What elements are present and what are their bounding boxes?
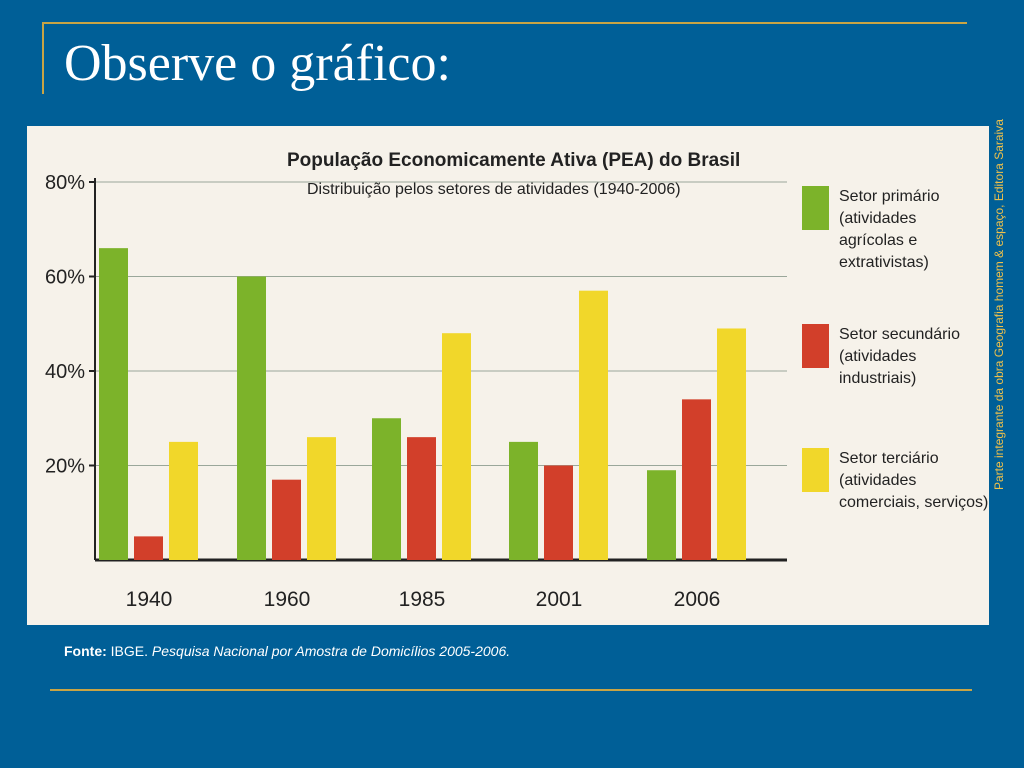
bar-setor-prim-rio-1985 xyxy=(372,418,401,560)
chart-subtitle: Distribuição pelos setores de atividades… xyxy=(307,181,681,198)
bar-setor-prim-rio-1940 xyxy=(99,248,128,560)
left-accent-line xyxy=(42,22,44,94)
legend-swatch xyxy=(802,186,829,230)
legend-label: comerciais, serviços) xyxy=(839,494,988,511)
legend-label: extrativistas) xyxy=(839,254,929,271)
bar-setor-terci-rio-1960 xyxy=(307,437,336,560)
bar-setor-secund-rio-1940 xyxy=(134,536,163,560)
source-title: Pesquisa Nacional por Amostra de Domicíl… xyxy=(151,643,511,659)
legend-swatch xyxy=(802,448,829,492)
legend-label: industriais) xyxy=(839,370,916,387)
pea-bar-chart: População Economicamente Ativa (PEA) do … xyxy=(45,150,988,611)
y-tick-label: 80% xyxy=(45,172,85,194)
x-tick-label: 1940 xyxy=(126,588,173,611)
bar-setor-terci-rio-1940 xyxy=(169,441,198,560)
slide-title: Observe o gráfico: xyxy=(64,35,451,92)
bar-setor-prim-rio-2001 xyxy=(509,441,538,560)
legend-label: Setor primário xyxy=(839,188,940,205)
x-tick-label: 1960 xyxy=(264,588,311,611)
legend-label: (atividades xyxy=(839,472,916,489)
y-tick-label: 60% xyxy=(45,267,85,289)
bar-setor-secund-rio-1985 xyxy=(407,437,436,560)
bar-setor-secund-rio-1960 xyxy=(272,479,301,560)
source-org: IBGE. xyxy=(110,643,149,659)
legend-label: agrícolas e xyxy=(839,232,917,249)
legend-label: (atividades xyxy=(839,348,916,365)
top-accent-line xyxy=(42,22,967,24)
bar-setor-prim-rio-2006 xyxy=(647,470,676,560)
y-tick-label: 20% xyxy=(45,456,85,478)
source-label: Fonte: xyxy=(64,643,107,659)
bar-setor-terci-rio-2006 xyxy=(717,328,746,560)
y-tick-label: 40% xyxy=(45,361,85,383)
x-tick-label: 1985 xyxy=(399,588,446,611)
chart-title: População Economicamente Ativa (PEA) do … xyxy=(287,150,740,171)
legend-label: Setor terciário xyxy=(839,450,939,467)
x-tick-label: 2001 xyxy=(536,588,583,611)
chart-container: População Economicamente Ativa (PEA) do … xyxy=(27,126,989,625)
bar-setor-prim-rio-1960 xyxy=(237,276,266,560)
bar-setor-secund-rio-2001 xyxy=(544,465,573,560)
legend-swatch xyxy=(802,324,829,368)
bar-setor-terci-rio-1985 xyxy=(442,333,471,560)
x-tick-label: 2006 xyxy=(674,588,721,611)
legend-label: (atividades xyxy=(839,210,916,227)
side-credit: Parte integrante da obra Geografia homem… xyxy=(992,119,1006,490)
bar-setor-secund-rio-2006 xyxy=(682,399,711,560)
source-note: Fonte: IBGE. Pesquisa Nacional por Amost… xyxy=(64,643,510,659)
bar-setor-terci-rio-2001 xyxy=(579,290,608,560)
legend-label: Setor secundário xyxy=(839,326,960,343)
bottom-accent-line xyxy=(50,689,972,691)
